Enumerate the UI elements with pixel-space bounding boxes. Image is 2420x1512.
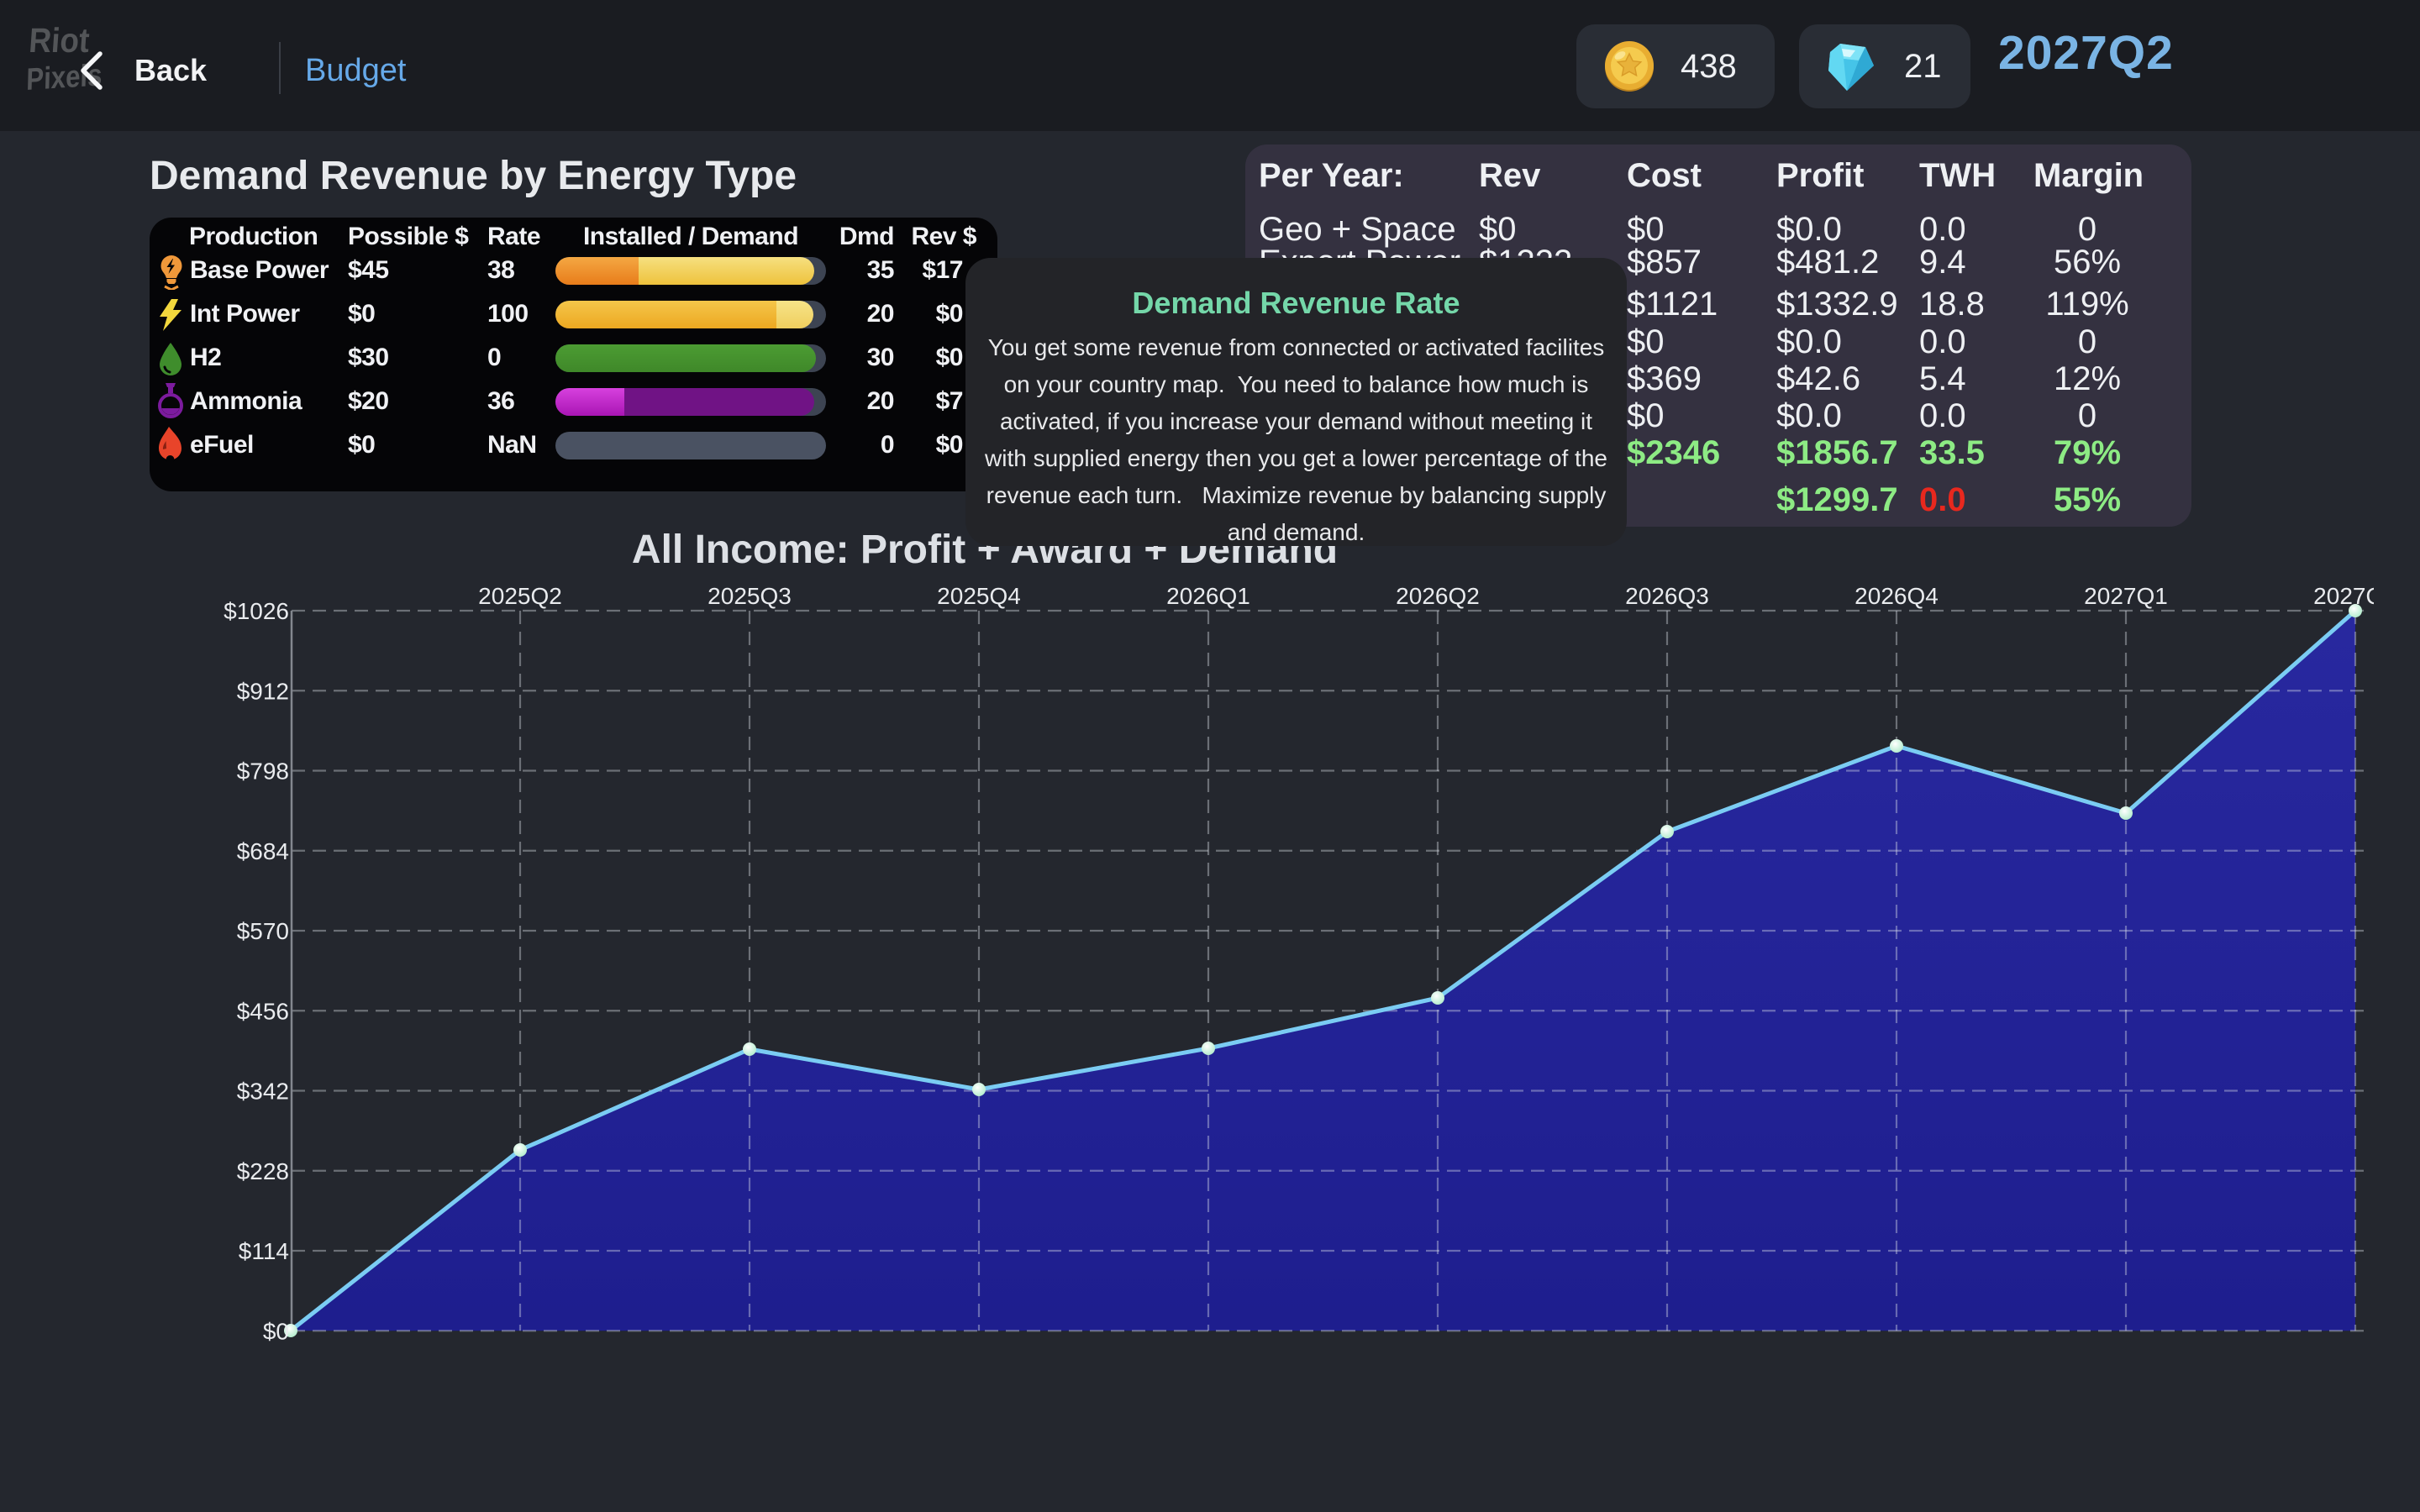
- svg-text:2026Q2: 2026Q2: [1396, 583, 1480, 609]
- svg-text:$0: $0: [263, 1318, 289, 1344]
- svg-text:$798: $798: [237, 759, 289, 785]
- svg-text:$684: $684: [237, 838, 289, 864]
- svg-text:2025Q3: 2025Q3: [708, 583, 792, 609]
- svg-text:$456: $456: [237, 998, 289, 1024]
- svg-text:2026Q4: 2026Q4: [1854, 583, 1939, 609]
- svg-text:2025Q4: 2025Q4: [937, 583, 1021, 609]
- svg-text:2026Q3: 2026Q3: [1625, 583, 1709, 609]
- svg-text:2026Q1: 2026Q1: [1166, 583, 1250, 609]
- svg-text:$342: $342: [237, 1079, 289, 1105]
- svg-text:$912: $912: [237, 678, 289, 704]
- svg-text:$570: $570: [237, 918, 289, 944]
- svg-text:2025Q2: 2025Q2: [478, 583, 562, 609]
- svg-text:2027Q1: 2027Q1: [2084, 583, 2168, 609]
- svg-text:$114: $114: [239, 1238, 289, 1264]
- svg-text:$228: $228: [237, 1158, 289, 1184]
- svg-text:$1026: $1026: [224, 598, 289, 624]
- svg-text:2027Q2: 2027Q2: [2313, 583, 2397, 609]
